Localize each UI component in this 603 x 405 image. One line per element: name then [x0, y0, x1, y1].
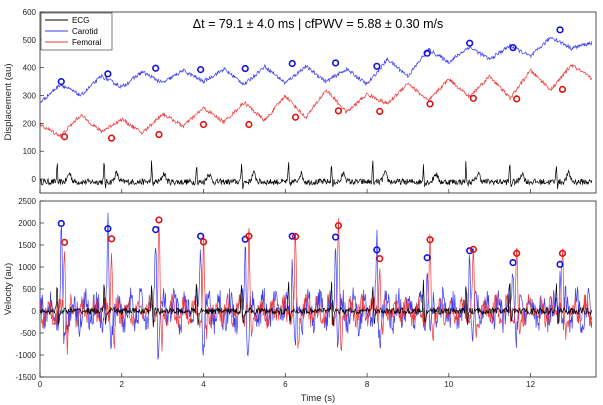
- x-tick-label: 12: [526, 380, 535, 389]
- femoral-displacement-marker: [245, 120, 253, 129]
- femoral-displacement-line: [40, 64, 593, 138]
- y-tick-label: 2000: [18, 219, 36, 228]
- femoral-velocity-marker: [60, 238, 69, 246]
- carotid-velocity-marker: [423, 254, 431, 262]
- femoral-velocity-marker: [291, 233, 300, 241]
- y-tick-label: 100: [23, 147, 37, 156]
- femoral-velocity-marker: [199, 238, 208, 246]
- x-tick-label: 0: [38, 380, 43, 389]
- ecg-velocity-line: [40, 279, 593, 328]
- displacement-series: [40, 36, 593, 190]
- femoral-velocity-line: [40, 218, 593, 355]
- femoral-velocity-marker: [558, 249, 567, 257]
- femoral-velocity-marker: [513, 249, 521, 257]
- femoral-displacement-marker: [334, 107, 343, 115]
- carotid-displacement-marker: [241, 64, 249, 73]
- femoral-displacement-marker: [291, 113, 300, 121]
- x-tick-label: 4: [201, 380, 206, 389]
- carotid-displacement-marker: [509, 44, 517, 52]
- legend-box: [40, 12, 113, 51]
- velocity-x-ticks: 0 2 4 6 8 10 12: [38, 373, 536, 389]
- velocity-y-ticks: -1500 -1000 -500 0 500 1000 1500 2000 2500: [16, 197, 44, 382]
- x-tick-label: 2: [120, 380, 125, 389]
- displacement-markers: [57, 26, 567, 142]
- y-tick-label: 500: [23, 285, 37, 294]
- carotid-displacement-marker: [331, 59, 340, 67]
- carotid-displacement-line: [40, 36, 593, 104]
- femoral-displacement-marker: [558, 85, 567, 94]
- y-tick-label: 2500: [18, 197, 36, 206]
- carotid-velocity-marker: [104, 225, 112, 233]
- y-tick-label: 0: [32, 175, 37, 184]
- legend-ecg-label: ECG: [72, 16, 89, 25]
- displacement-axes-frame: [39, 11, 597, 194]
- femoral-velocity-marker: [107, 235, 116, 243]
- y-tick-label: 1500: [18, 241, 36, 250]
- velocity-axes-frame: [39, 200, 597, 378]
- femoral-displacement-marker: [60, 133, 69, 141]
- carotid-velocity-marker: [331, 233, 340, 241]
- y-tick-label: -1000: [16, 351, 37, 360]
- carotid-velocity-marker: [197, 232, 205, 240]
- y-tick-label: 600: [23, 8, 37, 17]
- y-tick-label: 500: [23, 36, 37, 45]
- ecg-displacement-line: [40, 160, 593, 190]
- carotid-velocity-marker: [57, 219, 65, 228]
- carotid-velocity-marker: [152, 226, 160, 234]
- y-tick-label: 200: [23, 119, 37, 128]
- carotid-displacement-marker: [57, 78, 65, 86]
- carotid-displacement-marker: [423, 49, 431, 57]
- carotid-displacement-marker: [556, 26, 564, 34]
- velocity-axes: -1500 -1000 -500 0 500 1000 1500 2000 2500 0 2 4 6 8…: [3, 197, 597, 404]
- carotid-velocity-marker: [288, 232, 296, 240]
- femoral-velocity-marker: [245, 232, 253, 240]
- velocity-y-label: Velocity (au): [3, 263, 14, 315]
- carotid-displacement-marker: [373, 62, 381, 70]
- carotid-displacement-marker: [466, 39, 474, 47]
- femoral-velocity-marker: [469, 245, 477, 253]
- carotid-displacement-marker: [197, 66, 205, 74]
- time-x-label: Time (s): [301, 393, 335, 404]
- femoral-displacement-marker: [376, 107, 384, 116]
- femoral-displacement-marker: [513, 95, 521, 103]
- carotid-velocity-marker: [373, 246, 381, 254]
- legend-carotid-label: Carotid: [72, 27, 98, 36]
- femoral-velocity-marker: [155, 216, 163, 224]
- x-tick-label: 6: [283, 380, 288, 389]
- velocity-series: [40, 212, 593, 360]
- carotid-displacement-marker: [104, 70, 112, 78]
- carotid-velocity-marker: [466, 247, 474, 255]
- y-tick-label: 1000: [18, 263, 36, 272]
- y-tick-label: 0: [32, 307, 37, 316]
- femoral-displacement-marker: [426, 100, 434, 108]
- femoral-displacement-marker: [469, 94, 477, 102]
- displacement-title: Δt = 79.1 ± 4.0 ms | cfPWV = 5.88 ± 0.30…: [193, 17, 443, 31]
- y-tick-label: 300: [23, 92, 37, 101]
- y-tick-label: -1500: [16, 373, 37, 382]
- y-tick-label: 400: [23, 64, 37, 73]
- legend-femoral-label: Femoral: [72, 38, 102, 47]
- displacement-x-ticks: [39, 189, 531, 193]
- displacement-y-ticks: 0 100 200 300 400 500 600: [23, 8, 44, 184]
- femoral-displacement-marker: [107, 134, 116, 142]
- femoral-velocity-marker: [334, 222, 343, 230]
- carotid-velocity-line: [40, 212, 593, 360]
- carotid-velocity-marker: [509, 259, 517, 267]
- femoral-displacement-marker: [199, 120, 208, 129]
- femoral-velocity-marker: [376, 255, 384, 263]
- carotid-displacement-marker: [152, 64, 160, 72]
- y-tick-label: -500: [20, 329, 37, 338]
- femoral-velocity-marker: [426, 236, 434, 244]
- displacement-axes: 0 100 200 300 400 500 600 Δt = 79.1 ± 4.0 ms |…: [3, 8, 597, 194]
- x-tick-label: 8: [365, 380, 370, 389]
- carotid-velocity-marker: [556, 260, 564, 268]
- displacement-y-label: Displacement (au): [3, 63, 14, 140]
- x-tick-label: 10: [444, 380, 453, 389]
- carotid-displacement-marker: [288, 59, 296, 68]
- velocity-markers: [57, 216, 567, 268]
- femoral-displacement-marker: [155, 130, 163, 139]
- legend: ECG Carotid Femoral: [40, 12, 113, 51]
